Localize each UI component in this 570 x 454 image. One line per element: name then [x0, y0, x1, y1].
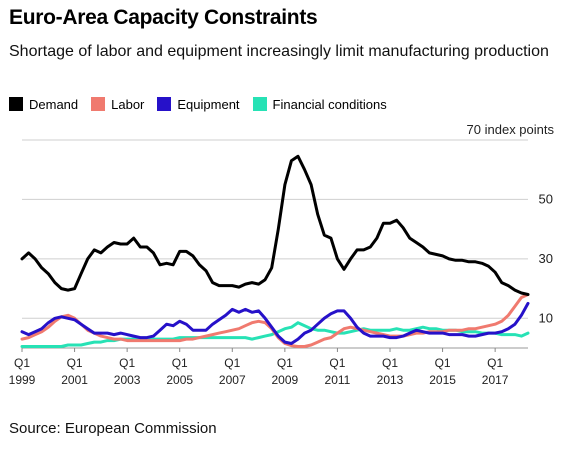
x-tick-label: 2015	[429, 373, 456, 387]
legend-swatch-demand	[9, 97, 23, 111]
chart-legend: Demand Labor Equipment Financial conditi…	[9, 96, 400, 112]
legend-label-financial-conditions: Financial conditions	[272, 96, 387, 112]
legend-label-labor: Labor	[111, 96, 145, 112]
x-tick-label: 2007	[219, 373, 246, 387]
x-tick-label: 2005	[166, 373, 193, 387]
x-tick-label: 2009	[272, 373, 299, 387]
x-tick-label: Q1	[435, 356, 451, 370]
x-tick-label: Q1	[67, 356, 83, 370]
x-tick-label: Q1	[382, 356, 398, 370]
x-tick-label: Q1	[329, 356, 345, 370]
legend-item-labor: Labor	[91, 97, 144, 112]
source-note: Source: European Commission	[9, 420, 217, 437]
legend-label-demand: Demand	[29, 96, 79, 112]
y-tick-label: 30	[539, 251, 553, 266]
x-tick-label: Q1	[277, 356, 293, 370]
series-line-labor	[20, 293, 530, 348]
y-tick-label: 70 index points	[467, 122, 555, 137]
x-tick-label: 2017	[482, 373, 509, 387]
legend-label-equipment: Equipment	[177, 96, 240, 112]
legend-swatch-financial-conditions	[252, 97, 267, 111]
y-tick-label: 50	[539, 191, 553, 206]
legend-item-financial-conditions: Financial conditions	[252, 96, 387, 112]
chart-subtitle: Shortage of labor and equipment increasi…	[9, 43, 549, 60]
x-tick-label: 1999	[9, 373, 36, 387]
x-tick-label: Q1	[14, 356, 30, 370]
series-line-equipment	[20, 301, 530, 345]
x-tick-label: 2003	[114, 373, 141, 387]
legend-swatch-equipment	[157, 97, 172, 111]
series-line-demand	[20, 154, 530, 296]
x-tick-label: Q1	[119, 356, 135, 370]
legend-item-demand: Demand	[9, 97, 78, 112]
y-tick-label: 10	[539, 310, 553, 325]
chart-title: Euro-Area Capacity Constraints	[9, 6, 318, 29]
x-tick-label: 2013	[377, 373, 404, 387]
x-tick-label: Q1	[224, 356, 240, 370]
x-tick-label: 2001	[61, 373, 88, 387]
legend-item-equipment: Equipment	[157, 96, 240, 112]
x-tick-label: Q1	[172, 356, 188, 370]
legend-swatch-labor	[91, 97, 106, 111]
x-tick-label: Q1	[487, 356, 503, 370]
x-tick-label: 2011	[325, 373, 351, 387]
